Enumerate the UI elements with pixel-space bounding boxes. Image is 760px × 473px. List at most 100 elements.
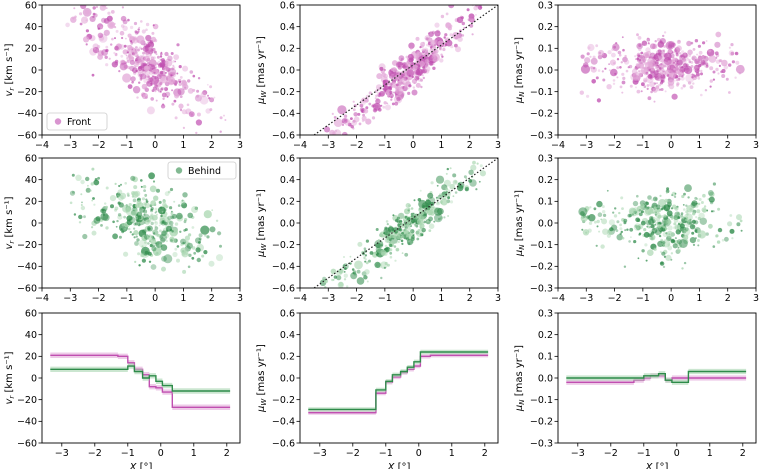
scatter-point [432,62,435,66]
scatter-point [683,65,693,75]
scatter-point [390,96,393,99]
scatter-point [180,247,187,254]
scatter-point [219,130,222,133]
scatter-point [324,286,327,288]
scatter-point [421,74,424,77]
scatter-point [682,227,687,231]
scatter-point [683,208,686,211]
scatter-point [130,59,133,62]
scatter-point [671,93,678,100]
scatter-point [676,45,682,52]
y-axis-label: μW [mas yr⁻¹] [256,36,268,105]
error-band-front [308,353,489,415]
scatter-point [121,230,125,234]
scatter-point [392,214,395,217]
scatter-point [374,261,381,268]
scatter-point [343,114,348,118]
scatter-point [681,194,685,199]
scatter-point [114,45,119,51]
scatter-point [376,247,382,253]
scatter-point [643,61,646,64]
scatter-point [410,225,412,228]
scatter-point [695,216,698,219]
panel-behind-vr: −4 −3 −2 −1 0 1 2 3 −60 −40 −20 0 20 40 60 vr [km s⁻¹] B… [4,153,243,304]
error-band-behind [50,363,231,394]
scatter-point [150,208,153,211]
scatter-point [688,220,691,223]
scatter-point [447,215,450,217]
scatter-point [615,42,618,45]
scatter-point [609,227,614,232]
y-tick-label: 40 [25,330,37,341]
scatter-point [433,45,436,49]
scatter-point [121,6,124,9]
scatter-point [580,54,585,59]
scatter-point [616,220,620,224]
scatter-point [658,67,662,70]
y-tick-label: 0 [31,373,37,384]
scatter-point [335,129,338,133]
scatter-point [172,60,175,63]
scatter-point [160,52,163,56]
scatter-point [715,67,719,72]
scatter-point [650,67,655,72]
scatter-point [609,59,617,66]
scatter-point [447,26,452,31]
scatter-point [621,91,624,94]
x-tick-label: −2 [608,140,622,151]
scatter-point [424,48,427,51]
scatter-point [188,233,192,237]
scatter-point [343,273,348,278]
scatter-point [668,75,671,78]
scatter-point [479,164,483,168]
scatter-point [673,222,677,226]
x-tick-label: −2 [608,293,622,304]
scatter-point [411,215,413,218]
scatter-point [174,93,180,99]
scatter-point [421,48,425,52]
x-tick-label: −4 [551,140,565,151]
scatter-point [338,281,344,287]
scatter-point [411,75,414,79]
scatter-point [135,46,138,49]
x-tick-label: 1 [180,140,186,151]
scatter-point [728,63,732,67]
scatter-point [368,102,372,106]
scatter-point [662,241,666,245]
scatter-point [140,253,145,258]
scatter-point [179,76,183,79]
panel-binned-muw: −3 −2 −1 0 1 2 −0.6 −0.4 −0.2 0.0 0.2 0.4 0.6 μW [mas… [256,308,499,473]
scatter-point [415,230,420,235]
scatter-point [601,218,608,225]
scatter-point [595,76,599,80]
scatter-point [335,269,343,276]
scatter-point [712,70,716,74]
scatter-point [625,69,629,73]
scatter-point [619,223,622,227]
scatter-point [621,80,626,85]
scatter-point [159,229,162,233]
scatter-point [151,230,155,233]
scatter-point [157,60,161,64]
scatter-point [129,59,135,65]
scatter-point [652,87,658,93]
scatter-point [376,73,383,80]
scatter-point [130,76,136,82]
scatter-point [692,212,696,216]
scatter-point [638,232,642,235]
scatter-point [603,213,607,217]
scatter-point [125,37,127,40]
x-tick-label: 3 [237,140,243,151]
scatter-point [167,67,177,77]
y-tick-label: 60 [25,0,37,11]
scatter-point [590,66,594,70]
scatter-point [159,234,167,242]
scatter-point [398,219,403,224]
scatter-point [161,266,166,272]
scatter-point [660,58,665,63]
scatter-point [704,89,708,92]
scatter-point [465,177,468,180]
scatter-point [645,43,648,46]
scatter-point [361,115,367,121]
scatter-point [674,206,679,211]
